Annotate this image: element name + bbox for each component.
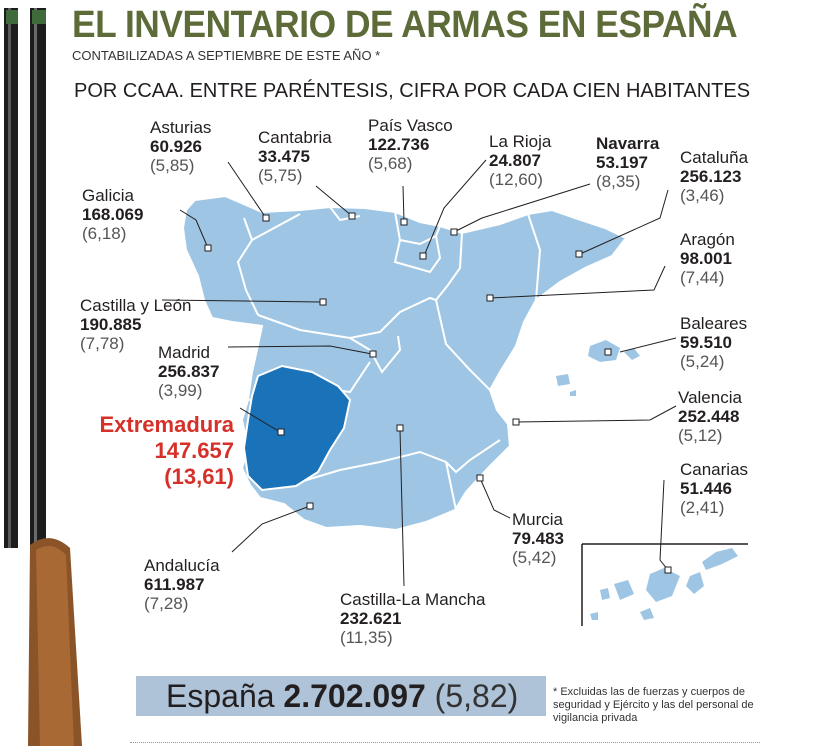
region-value: 122.736: [368, 135, 430, 154]
baleares-islands: [556, 340, 640, 396]
label-cantabria: Cantabria 33.475 (5,75): [258, 128, 332, 185]
label-extremadura: Extremadura 147.657 (13,61): [66, 412, 234, 490]
region-name: Madrid: [158, 343, 210, 362]
region-per100: (2,41): [680, 498, 725, 517]
region-value: 33.475: [258, 147, 310, 166]
total-per100: (5,82): [434, 678, 519, 714]
region-name: Castilla-La Mancha: [340, 590, 486, 609]
region-per100: (5,12): [678, 426, 723, 445]
page-subtitle: CONTABILIZADAS A SEPTIEMBRE DE ESTE AÑO …: [72, 48, 381, 63]
total-line: España 2.702.097 (5,82): [166, 678, 518, 715]
leader-lines: [161, 159, 677, 587]
label-castilla-la-mancha: Castilla-La Mancha 232.621 (11,35): [340, 590, 486, 647]
shotgun-illustration: [4, 8, 82, 746]
region-per100: (5,24): [680, 352, 725, 371]
label-cataluna: Cataluña 256.123 (3,46): [680, 148, 748, 205]
region-per100: (3,99): [158, 381, 203, 400]
region-value: 168.069: [82, 205, 144, 224]
region-value: 147.657: [154, 438, 234, 463]
region-value: 256.837: [158, 362, 220, 381]
region-name: Baleares: [680, 314, 748, 333]
region-per100: (7,44): [680, 268, 725, 287]
region-name: La Rioja: [489, 132, 552, 151]
region-name: Castilla y León: [80, 296, 192, 315]
region-per100: (5,85): [150, 156, 195, 175]
region-value: 59.510: [680, 333, 732, 352]
label-pais-vasco: País Vasco 122.736 (5,68): [368, 116, 453, 173]
region-name: Asturias: [150, 118, 212, 137]
region-name: Galicia: [82, 186, 134, 205]
total-label: España: [166, 678, 275, 714]
region-per100: (6,18): [82, 224, 127, 243]
region-markers: [204, 212, 672, 574]
label-baleares: Baleares 59.510 (5,24): [680, 314, 747, 371]
region-name: País Vasco: [368, 116, 453, 135]
canarias-inset: [581, 543, 748, 626]
label-aragon: Aragón 98.001 (7,44): [680, 230, 735, 287]
region-value: 79.483: [512, 529, 564, 548]
label-castilla-leon: Castilla y León 190.885 (7,78): [80, 296, 192, 353]
label-navarra: Navarra 53.197 (8,35): [596, 134, 659, 191]
region-value: 53.197: [596, 153, 648, 172]
label-la-rioja: La Rioja 24.807 (12,60): [489, 132, 551, 189]
region-value: 51.446: [680, 479, 732, 498]
region-value: 190.885: [80, 315, 142, 334]
label-valencia: Valencia 252.448 (5,12): [678, 388, 742, 445]
region-value: 252.448: [678, 407, 740, 426]
region-per100: (5,42): [512, 548, 557, 567]
region-per100: (5,68): [368, 154, 413, 173]
label-madrid: Madrid 256.837 (3,99): [158, 343, 219, 400]
region-per100: (8,35): [596, 172, 641, 191]
region-per100: (5,75): [258, 166, 303, 185]
label-andalucia: Andalucía 611.987 (7,28): [144, 556, 220, 613]
region-name: Andalucía: [144, 556, 220, 575]
region-name: Cantabria: [258, 128, 332, 147]
region-name: Navarra: [596, 134, 660, 153]
region-value: 256.123: [680, 167, 742, 186]
region-name: Cataluña: [680, 148, 749, 167]
total-value: 2.702.097: [283, 678, 426, 714]
region-value: 60.926: [150, 137, 202, 156]
region-per100: (7,28): [144, 594, 189, 613]
peninsula-shape: [181, 194, 628, 532]
region-name: Canarias: [680, 460, 749, 479]
region-name: Murcia: [512, 510, 564, 529]
region-per100: (3,46): [680, 186, 725, 205]
region-per100: (7,78): [80, 334, 125, 353]
label-murcia: Murcia 79.483 (5,42): [512, 510, 564, 567]
footnote: * Excluidas las de fuerzas y cuerpos de …: [553, 686, 754, 724]
region-value: 611.987: [144, 575, 205, 594]
total-box: [136, 676, 546, 716]
map-subheading: POR CCAA. ENTRE PARÉNTESIS, CIFRA POR CA…: [74, 80, 751, 102]
region-value: 24.807: [489, 151, 541, 170]
region-value: 232.621: [340, 609, 402, 628]
region-per100: (11,35): [340, 628, 393, 647]
region-value: 98.001: [680, 249, 732, 268]
region-name: Aragón: [680, 230, 735, 249]
label-galicia: Galicia 168.069 (6,18): [82, 186, 143, 243]
region-name: Valencia: [678, 388, 742, 407]
label-asturias: Asturias 60.926 (5,85): [150, 118, 211, 175]
bottom-divider: [130, 742, 760, 743]
page-title: EL INVENTARIO DE ARMAS EN ESPAÑA: [72, 4, 738, 46]
label-canarias: Canarias 51.446 (2,41): [680, 460, 748, 517]
extremadura-region: [242, 364, 352, 492]
region-per100: (13,61): [164, 464, 234, 489]
region-per100: (12,60): [489, 170, 543, 189]
region-name: Extremadura: [99, 412, 234, 437]
